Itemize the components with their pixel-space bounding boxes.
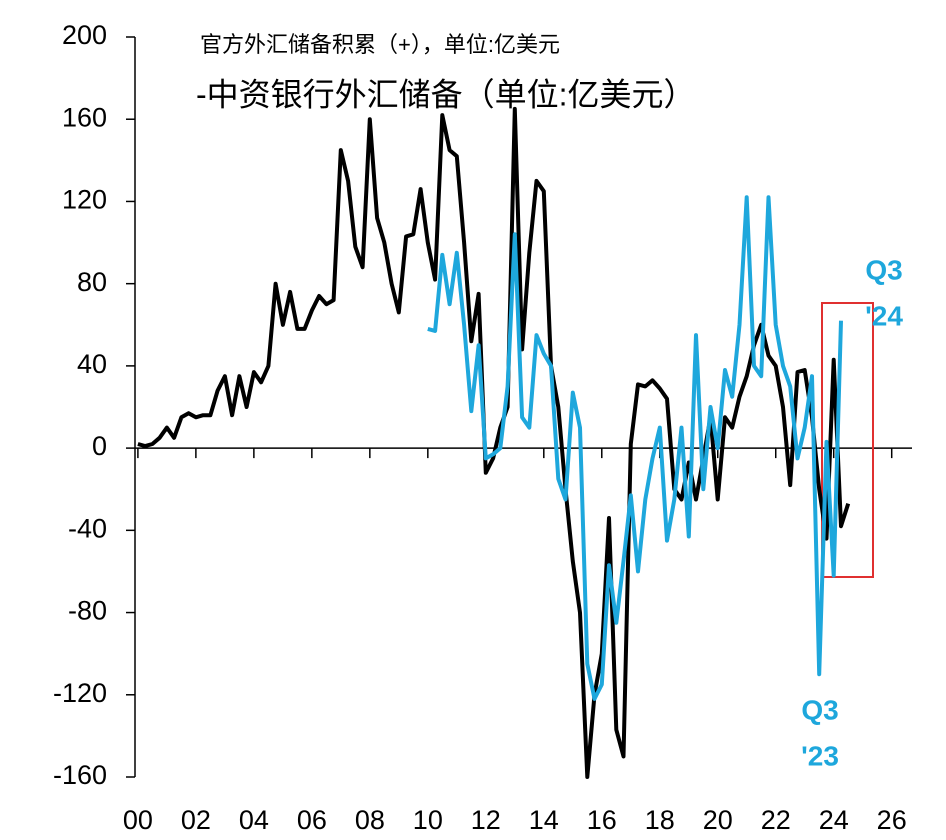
x-tick-label: 18 [645, 805, 675, 835]
legend-entry: -中资银行外汇储备（单位:亿美元） [196, 76, 696, 112]
y-tick-label: 40 [77, 349, 107, 379]
data-line [427, 195, 843, 701]
x-tick-label: 20 [703, 805, 733, 835]
y-tick-label: -80 [68, 596, 107, 626]
y-tick-label: -160 [53, 760, 107, 790]
annotation: Q3 [801, 694, 838, 725]
x-tick-label: 26 [877, 805, 907, 835]
y-tick-label: 120 [62, 185, 107, 215]
legend-entry: 官方外汇储备积累（+），单位:亿美元 [200, 32, 560, 57]
x-tick-label: 22 [761, 805, 791, 835]
x-tick-label: 06 [297, 805, 327, 835]
y-tick-label: 200 [62, 20, 107, 50]
highlight-box [821, 302, 874, 578]
x-tick-label: 04 [239, 805, 269, 835]
x-tick-label: 16 [587, 805, 617, 835]
y-tick-label: -120 [53, 678, 107, 708]
x-tick-label: 00 [123, 805, 153, 835]
y-tick-label: -40 [68, 513, 107, 543]
x-tick-label: 24 [819, 805, 849, 835]
y-tick-label: 160 [62, 102, 107, 132]
x-tick-label: 12 [471, 805, 501, 835]
x-tick-label: 08 [355, 805, 385, 835]
annotation: Q3 [865, 254, 902, 285]
y-tick-label: 0 [92, 431, 107, 461]
annotation: '23 [801, 740, 839, 771]
legend-box [192, 28, 892, 132]
y-tick-label: 80 [77, 267, 107, 297]
annotation: '24 [865, 300, 903, 331]
x-tick-label: 14 [529, 805, 559, 835]
x-tick-label: 10 [413, 805, 443, 835]
x-tick-label: 02 [181, 805, 211, 835]
data-line [137, 106, 851, 779]
